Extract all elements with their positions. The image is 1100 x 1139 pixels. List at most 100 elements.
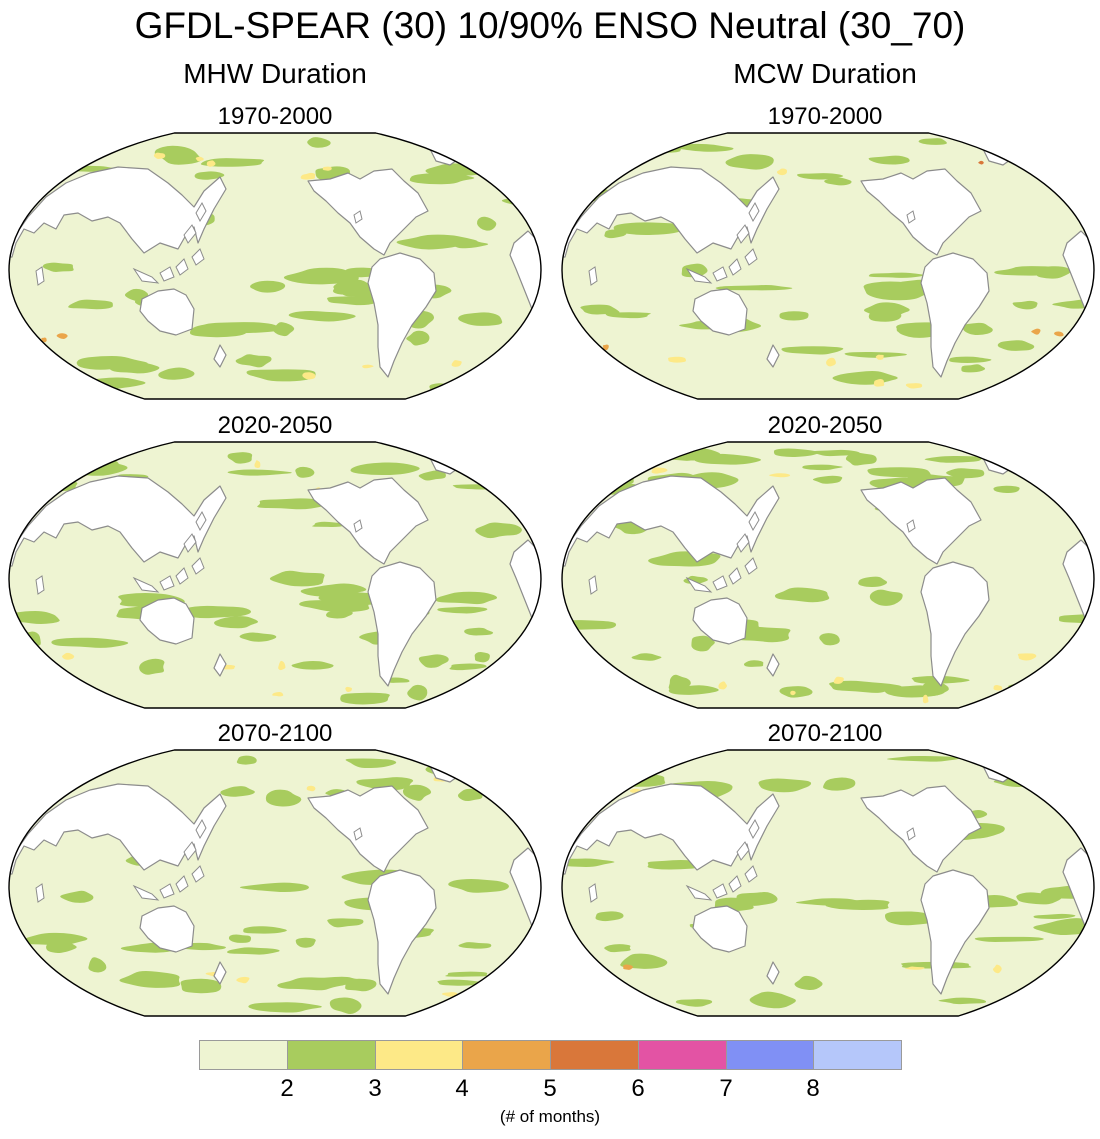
anomaly-patch — [725, 154, 774, 170]
colorbar-label: (# of months) — [499, 1107, 601, 1126]
anomaly-patch — [327, 918, 364, 928]
anomaly-patch — [743, 660, 764, 667]
land-mass — [766, 653, 780, 677]
anomaly-patch — [277, 977, 347, 991]
anomaly-patch — [272, 322, 295, 337]
land-mass — [766, 344, 780, 368]
anomaly-patch — [997, 340, 1035, 351]
land-mass — [920, 252, 990, 378]
anomaly-patch — [715, 285, 793, 291]
map-mhw-2070-2100 — [8, 749, 542, 1017]
anomaly-patch — [272, 692, 284, 697]
anomaly-patch — [461, 376, 479, 382]
anomaly-patch — [154, 145, 202, 165]
colorbar-tick: 3 — [368, 1075, 382, 1102]
anomaly-patch — [20, 364, 75, 378]
anomaly-patch — [194, 171, 225, 180]
anomaly-patch — [214, 616, 259, 629]
anomaly-patch — [88, 957, 107, 973]
land-mass — [9, 475, 227, 567]
anomaly-patch — [812, 475, 843, 484]
island — [728, 567, 742, 585]
anomaly-patch — [312, 521, 352, 528]
panel-title-mcw-2070-2100: 2070-2100 — [767, 720, 883, 747]
anomaly-patch — [60, 890, 94, 903]
anomaly-patch — [905, 383, 923, 389]
island — [195, 201, 207, 223]
anomaly-patch — [562, 165, 607, 176]
anomaly-patch — [62, 652, 75, 660]
panel-title-mhw-1970-2000: 1970-2000 — [217, 103, 333, 130]
map-border — [561, 749, 1095, 1017]
anomaly-patch — [946, 468, 985, 479]
anomaly-patch — [41, 337, 47, 343]
anomaly-patch — [978, 760, 984, 764]
anomaly-patch — [248, 1002, 322, 1013]
anomaly-patch — [418, 470, 446, 481]
anomaly-patch — [283, 267, 359, 285]
anomaly-patch — [694, 453, 761, 465]
anomaly-patch — [23, 459, 43, 465]
colorbar-box — [200, 1041, 288, 1069]
anomaly-patch — [867, 467, 931, 478]
anomaly-patch — [779, 311, 809, 321]
anomaly-patch — [796, 173, 844, 180]
anomaly-patch — [668, 356, 687, 363]
anomaly-patch — [904, 966, 925, 970]
map-border — [8, 132, 542, 400]
island — [685, 884, 713, 901]
land-mass — [213, 653, 227, 677]
island — [748, 510, 760, 532]
anomaly-patch — [613, 222, 688, 235]
anomaly-patch — [568, 995, 627, 1004]
anomaly-patch — [595, 911, 624, 922]
land-mass — [213, 344, 227, 368]
anomaly-patch — [329, 997, 362, 1015]
anomaly-patch — [1033, 913, 1076, 920]
island — [588, 883, 598, 903]
island — [685, 267, 713, 284]
land-mass — [213, 961, 227, 985]
land-mass — [692, 288, 748, 336]
anomaly-patch — [824, 176, 852, 186]
anomaly-patch — [647, 859, 703, 870]
island — [159, 266, 175, 282]
anomaly-patch — [227, 452, 253, 464]
island — [712, 575, 728, 591]
anomaly-patch — [886, 755, 961, 762]
anomaly-patch — [56, 333, 68, 339]
land-mass — [307, 168, 429, 256]
land-mass — [139, 597, 195, 645]
anomaly-patch — [1054, 331, 1064, 337]
anomaly-patch — [458, 312, 503, 326]
map-mhw-2020-2050 — [8, 441, 542, 709]
land-mass — [920, 869, 990, 995]
island — [159, 575, 175, 591]
island — [588, 575, 598, 595]
anomaly-patch — [246, 369, 316, 382]
anomaly-patch — [302, 372, 316, 380]
anomaly-patch — [350, 462, 420, 476]
colorbar-box — [551, 1041, 639, 1069]
anomaly-patch — [1043, 483, 1068, 492]
anomaly-patch — [402, 784, 432, 801]
map-border — [8, 749, 542, 1017]
anomaly-patch — [9, 765, 54, 773]
anomaly-patch — [227, 947, 280, 955]
anomaly-patch — [1033, 918, 1094, 936]
island — [175, 875, 189, 893]
anomaly-patch — [1048, 146, 1086, 162]
anomaly-patch — [306, 785, 316, 792]
anomaly-patch — [1058, 388, 1077, 393]
colorbar-box — [287, 1041, 376, 1069]
island — [736, 224, 750, 244]
island — [183, 533, 197, 553]
anomaly-patch — [974, 936, 1044, 942]
anomaly-patch — [922, 694, 929, 704]
anomaly-patch — [295, 466, 315, 478]
anomaly-patch — [833, 676, 844, 684]
anomaly-patch — [884, 911, 935, 926]
anomaly-patch — [651, 467, 668, 474]
island — [712, 266, 728, 282]
map-border — [561, 132, 1095, 400]
